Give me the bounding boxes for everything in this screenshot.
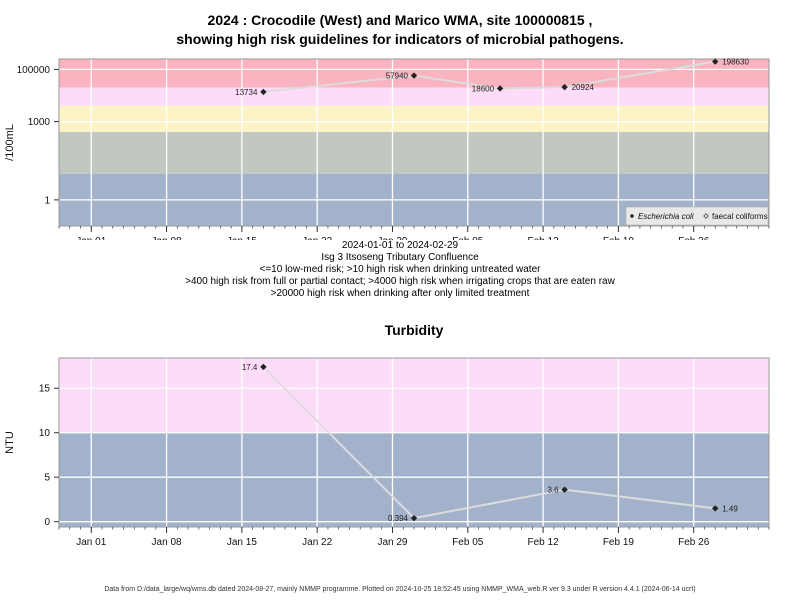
- data-point: [561, 486, 568, 493]
- x-tick-label: Feb 12: [528, 236, 560, 240]
- data-point: [496, 85, 504, 92]
- data-label: 13734: [235, 88, 258, 97]
- risk-band-3: [59, 105, 769, 132]
- data-point: [260, 363, 267, 371]
- risk-band-4: [59, 131, 769, 174]
- data-point: [260, 88, 267, 96]
- data-label: 57940: [386, 72, 409, 81]
- y-tick-label: 15: [39, 384, 51, 395]
- data-label: 198630: [722, 58, 749, 67]
- series-line: [262, 366, 716, 520]
- data-label: 0.394: [388, 514, 409, 523]
- microbial-chart: Jan 01 Jan 08 Jan 15 Jan 22 Jan 29 Feb 05 Feb …: [4, 58, 770, 240]
- x-tick-label: Feb 12: [528, 537, 560, 548]
- y-tick-label: 10: [39, 428, 51, 439]
- turbidity-chart: Jan 01 Jan 08 Jan 15 Jan 22 Jan 29 Feb 05 Feb …: [4, 322, 770, 548]
- x-tick-label: Feb 19: [603, 537, 635, 548]
- chart-title-line-1: 2024 : Crocodile (West) and Marico WMA, …: [207, 12, 593, 28]
- x-tick-label: Jan 29: [377, 236, 407, 240]
- y-tick-label: 1000: [28, 117, 51, 128]
- risk-band-2: [59, 432, 769, 527]
- chart-title-line-2: showing high risk guidelines for indicat…: [176, 31, 624, 47]
- x-tick-label: Jan 08: [152, 537, 182, 548]
- legend-label: Escherichia coli: [638, 212, 694, 221]
- y-tick-label: 5: [44, 473, 50, 484]
- x-tick-label: Jan 29: [377, 537, 407, 548]
- legend-label: faecal coliforms: [712, 212, 768, 221]
- subtitle-guideline-1: <=10 low-med risk; >10 high risk when dr…: [259, 264, 541, 275]
- data-label: 20924: [572, 83, 595, 92]
- legend-marker: [703, 213, 709, 219]
- x-tick-label: Feb 19: [603, 236, 635, 240]
- subtitle-guideline-3: >20000 high risk when drinking after onl…: [270, 288, 530, 299]
- data-label: 18600: [472, 84, 495, 93]
- risk-band-1: [59, 358, 769, 433]
- x-tick-label: Jan 22: [302, 236, 332, 240]
- y-axis-label: /100mL: [4, 124, 16, 161]
- x-tick-label: Jan 01: [76, 236, 106, 240]
- data-label: 17.4: [242, 363, 258, 372]
- subtitle-site-name: Isg 3 Itsoseng Tributary Confluence: [321, 252, 479, 263]
- x-tick-label: Jan 08: [152, 236, 182, 240]
- x-tick-label: Feb 05: [452, 236, 484, 240]
- y-tick-label: 0: [44, 517, 50, 528]
- x-tick-label: Jan 15: [227, 537, 257, 548]
- legend-box: [625, 206, 769, 226]
- data-label: 3.6: [547, 486, 559, 495]
- x-tick-label: Jan 01: [76, 537, 106, 548]
- subtitle-guideline-2: >400 high risk from full or partial cont…: [185, 276, 615, 287]
- x-tick-label: Jan 15: [227, 236, 257, 240]
- data-point: [561, 83, 568, 91]
- x-tick-label: Feb 26: [678, 537, 710, 548]
- panel-title: Turbidity: [385, 322, 444, 338]
- x-tick-label: Feb 26: [678, 236, 710, 240]
- data-point: [712, 58, 719, 65]
- data-point: [410, 514, 418, 522]
- subtitle-date-range: 2024-01-01 to 2024-02-29: [341, 240, 459, 251]
- risk-band-2: [59, 87, 769, 106]
- x-tick-label: Feb 05: [452, 537, 484, 548]
- data-point: [410, 72, 418, 79]
- y-axis-label: NTU: [4, 431, 16, 454]
- y-tick-label: 1: [44, 195, 50, 206]
- data-label: 1.49: [722, 504, 738, 513]
- footer-note: Data from D:/data_large/wq/wms.db dated …: [104, 586, 696, 593]
- legend-marker: [629, 213, 635, 219]
- y-tick-label: 100000: [17, 65, 51, 76]
- x-tick-label: Jan 22: [302, 537, 332, 548]
